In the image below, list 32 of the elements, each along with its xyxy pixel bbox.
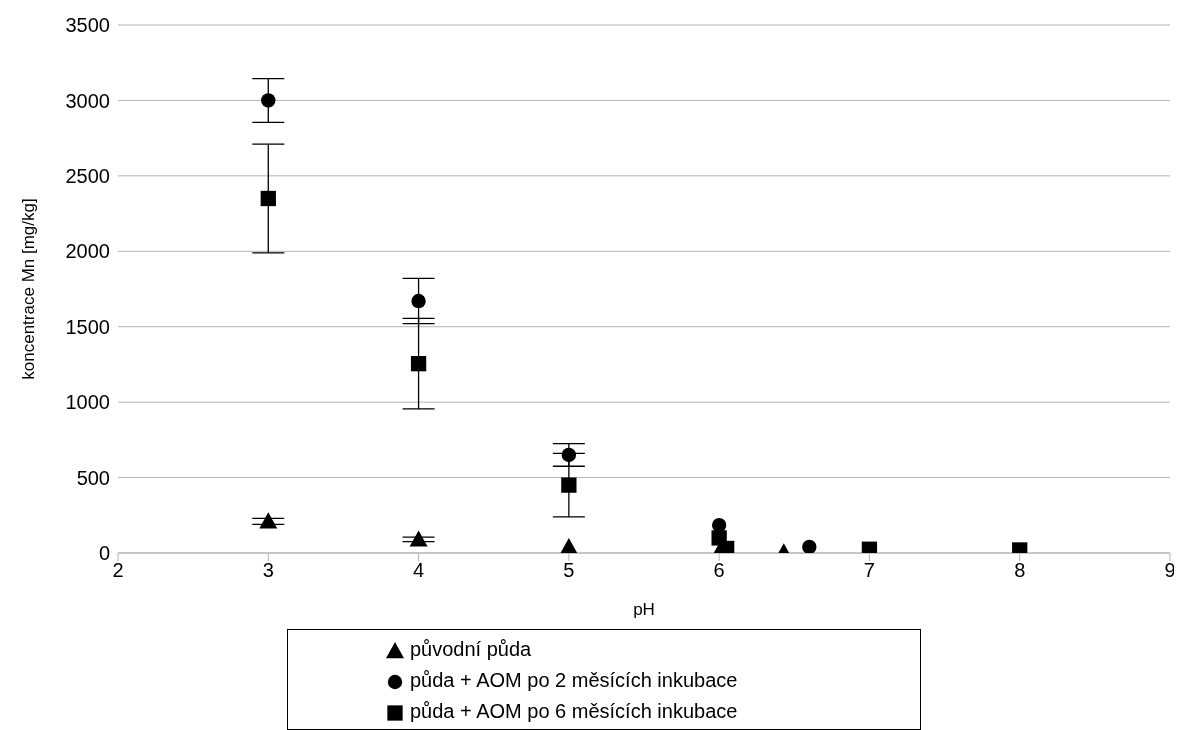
y-tick-label: 0 [98,542,110,565]
point [259,512,278,529]
point [561,477,577,493]
point [561,447,577,463]
y-tick-label: 1000 [65,391,110,414]
y-axis-title: koncentrace Mn [mg/kg] [19,198,39,380]
point [409,530,428,547]
y-tick-label: 3000 [65,89,110,112]
legend-label: původní půda [410,638,532,661]
legend-label: půda + AOM po 6 měsících inkubace [410,700,738,723]
x-tick-label: 7 [863,559,875,582]
point [410,356,427,372]
x-tick-label: 5 [563,559,575,582]
point [411,293,426,309]
x-tick-label: 4 [413,559,425,582]
point [559,537,578,553]
x-tick-label: 8 [1014,559,1026,582]
x-tick-label: 2 [112,559,124,582]
x-tick-label: 3 [262,559,274,582]
y-tick-label: 3500 [65,14,110,37]
x-axis-title: pH [633,600,655,619]
y-tick-label: 2500 [65,164,110,187]
point [260,190,276,207]
legend-label: půda + AOM po 2 měsících inkubace [410,669,738,692]
point [802,539,817,553]
y-tick-label: 500 [76,466,110,489]
point [261,93,276,108]
y-tick-label: 1500 [65,315,110,338]
point [711,517,727,533]
x-tick-label: 9 [1164,559,1176,582]
x-tick-label: 6 [713,559,725,582]
y-tick-label: 2000 [65,240,110,263]
